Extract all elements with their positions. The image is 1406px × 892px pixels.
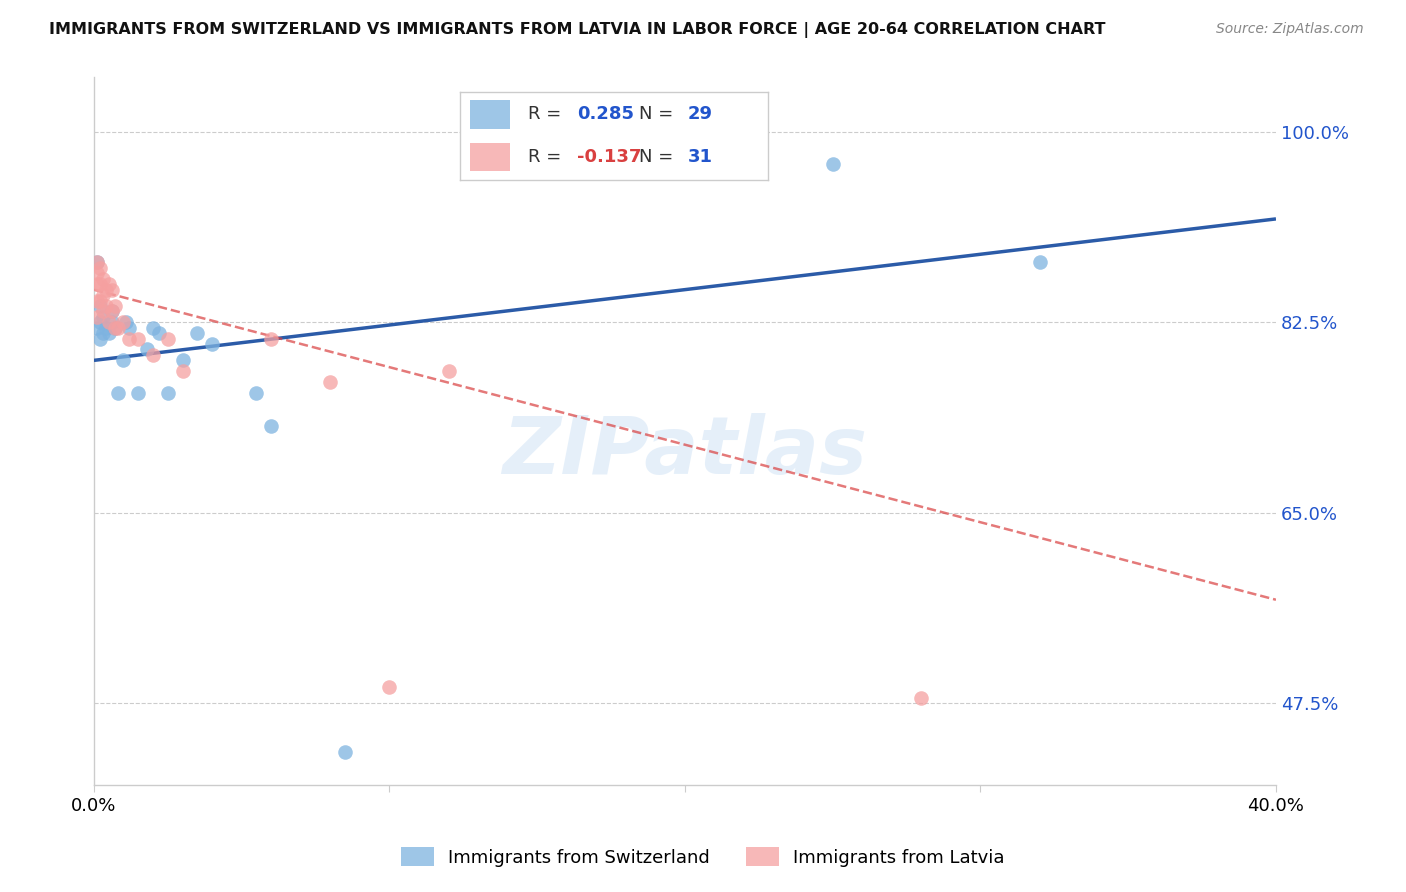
Point — [118, 332, 141, 346]
Point — [94, 320, 117, 334]
Point — [142, 348, 165, 362]
Point — [319, 375, 342, 389]
Point — [142, 320, 165, 334]
Point — [86, 293, 108, 308]
Point — [86, 266, 108, 280]
Point — [104, 320, 127, 334]
Point — [437, 364, 460, 378]
Point — [1028, 255, 1050, 269]
Point — [104, 299, 127, 313]
Point — [186, 326, 208, 340]
Point — [378, 680, 401, 694]
Point — [97, 326, 120, 340]
Text: IMMIGRANTS FROM SWITZERLAND VS IMMIGRANTS FROM LATVIA IN LABOR FORCE | AGE 20-64: IMMIGRANTS FROM SWITZERLAND VS IMMIGRANT… — [49, 22, 1105, 38]
Point — [94, 299, 117, 313]
Point — [89, 260, 111, 275]
Point — [172, 353, 194, 368]
Point — [245, 386, 267, 401]
Text: Source: ZipAtlas.com: Source: ZipAtlas.com — [1216, 22, 1364, 37]
Point — [333, 745, 356, 759]
Point — [201, 337, 224, 351]
Point — [112, 353, 135, 368]
Point — [91, 272, 114, 286]
Point — [172, 364, 194, 378]
Point — [107, 320, 129, 334]
Point — [127, 386, 149, 401]
Point — [100, 304, 122, 318]
Point — [821, 157, 844, 171]
Text: ZIPatlas: ZIPatlas — [502, 413, 868, 491]
Point — [260, 332, 283, 346]
Point — [97, 315, 120, 329]
Point — [89, 277, 111, 292]
Point — [91, 288, 114, 302]
Point — [91, 310, 114, 324]
Point — [86, 277, 108, 292]
Point — [86, 255, 108, 269]
Point — [100, 315, 122, 329]
Point — [115, 315, 138, 329]
Point — [91, 304, 114, 318]
Point — [148, 326, 170, 340]
Point — [104, 320, 127, 334]
Point — [89, 293, 111, 308]
Legend: Immigrants from Switzerland, Immigrants from Latvia: Immigrants from Switzerland, Immigrants … — [394, 840, 1012, 874]
Point — [910, 690, 932, 705]
Point — [127, 332, 149, 346]
Point — [260, 418, 283, 433]
Point — [107, 386, 129, 401]
Point — [118, 320, 141, 334]
Point — [100, 283, 122, 297]
Point — [97, 277, 120, 292]
Point — [86, 320, 108, 334]
Point — [156, 332, 179, 346]
Point — [112, 315, 135, 329]
Point — [94, 283, 117, 297]
Point — [89, 315, 111, 329]
Point — [86, 255, 108, 269]
Point — [156, 386, 179, 401]
Point — [89, 332, 111, 346]
Point — [91, 326, 114, 340]
Point — [100, 304, 122, 318]
Point — [86, 310, 108, 324]
Point — [89, 299, 111, 313]
Point — [136, 343, 159, 357]
